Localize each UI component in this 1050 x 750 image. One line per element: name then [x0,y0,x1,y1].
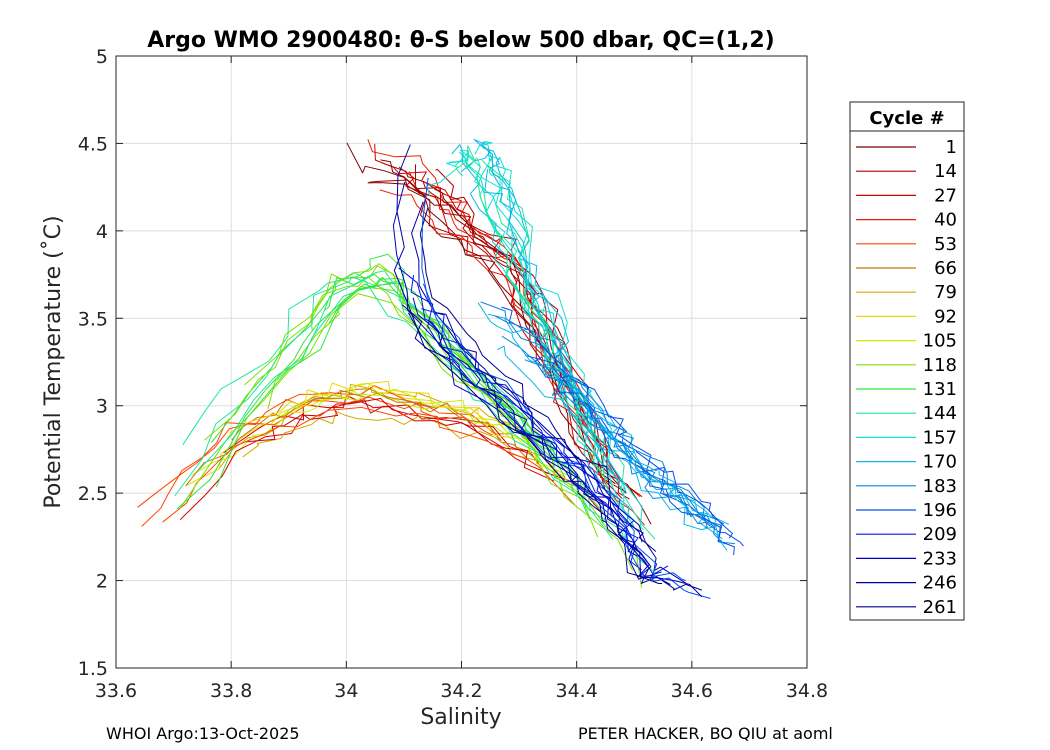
profile-line-cluster-5 [524,354,735,556]
x-tick-label: 34.6 [671,680,713,702]
profile-line-cluster-5 [487,313,730,525]
profile-line-cluster-4 [495,156,623,492]
legend-label: 27 [934,185,957,206]
profile-line-cluster-2 [219,384,529,468]
x-axis-label: Salinity [420,705,501,730]
y-tick-label: 1.5 [78,658,108,680]
profile-line-cluster-3 [267,293,599,538]
y-tick-label: 4.5 [78,133,108,155]
legend-label: 209 [923,524,957,545]
profile-line-cluster-2 [141,396,493,527]
profile-line-cluster-6 [411,201,687,584]
profile-line-cluster-5 [496,345,728,551]
profile-line-cluster-6 [421,308,669,575]
legend-label: 92 [934,306,957,327]
legend-entries: 1 14 27 40 53 66 79 92 105 118 131 144 157 170 183 196 2… [856,137,957,618]
legend-label: 1 [946,137,957,158]
y-tick-label: 2.5 [78,483,108,505]
footer-right: PETER HACKER, BO QIU at aoml [578,724,833,743]
legend-label: 66 [934,258,957,279]
profile-line-cluster-3 [174,276,590,520]
profile-line-cluster-5 [567,389,725,545]
y-tick-label: 3 [96,396,108,418]
legend-label: 53 [934,234,957,255]
x-tick-label: 34.2 [440,680,482,702]
x-tick-label: 34.4 [556,680,598,702]
legend-label: 40 [934,210,957,231]
legend-label: 131 [923,379,957,400]
profile-line-cluster-3 [204,264,550,444]
footer-left: WHOI Argo:13-Oct-2025 [106,724,300,743]
profile-line-cluster-3 [310,263,544,458]
y-tick-label: 2 [96,571,108,593]
profile-line-cluster-2 [245,399,555,482]
profile-line-cluster-2 [162,406,576,523]
plot-area: 33.6 33.8 34 34.2 34.4 34.6 34.8 1.5 2 2.5 3 3.5 4 4.… [78,46,828,702]
legend-label: 196 [923,500,957,521]
legend-label: 105 [923,331,957,352]
y-tick-label: 5 [96,46,108,68]
x-tick-label: 33.6 [95,680,137,702]
y-tick-label: 4 [96,221,108,243]
profile-line-cluster-5 [501,335,736,545]
profile-line-cluster-2 [242,410,540,462]
profile-line-cluster-5 [477,302,690,509]
profile-line-cluster-6 [407,312,703,591]
profile-line-cluster-4 [451,144,630,541]
profile-line-cluster-5 [551,354,733,539]
legend-title: Cycle # [869,108,944,129]
x-tick-label: 34 [334,680,358,702]
profile-line-cluster-2 [270,386,571,477]
chart-title: Argo WMO 2900480: θ-S below 500 dbar, QC… [147,28,775,53]
legend: Cycle # 1 14 27 40 53 66 79 92 105 118 131 144 157 17… [849,101,965,621]
legend-label: 118 [923,355,957,376]
profile-line-cluster-2 [185,389,530,487]
profile-line-cluster-2 [137,385,502,508]
profile-line-cluster-3 [182,272,546,457]
profile-line-cluster-6 [392,181,703,598]
profile-line-cluster-6 [435,312,643,543]
profile-line-cluster-6 [402,304,662,584]
profile-line-cluster-3 [324,253,541,441]
y-axis-label: Potential Temperature (˚C) [41,215,66,508]
x-tick-label: 34.8 [786,680,828,702]
profile-line-cluster-2 [185,380,534,486]
profile-line-cluster-3 [328,277,607,524]
legend-label: 170 [923,452,957,473]
profile-line-cluster-6 [421,177,711,599]
profile-line-cluster-5 [501,306,725,525]
profile-line-cluster-1 [380,159,627,494]
profile-line-cluster-4 [484,168,615,475]
legend-label: 14 [934,161,957,182]
legend-label: 144 [923,403,957,424]
legend-label: 246 [923,573,957,594]
profile-line-cluster-5 [569,374,717,526]
legend-label: 233 [923,548,957,569]
profile-line-cluster-5 [480,301,716,531]
profile-line-cluster-6 [427,319,671,586]
profile-line-cluster-1 [368,179,627,493]
profile-line-cluster-6 [419,206,657,552]
y-tick-label: 3.5 [78,308,108,330]
profile-line-cluster-2 [229,382,576,491]
data-series [137,138,744,599]
legend-label: 157 [923,427,957,448]
legend-label: 79 [934,282,957,303]
legend-label: 183 [923,476,957,497]
legend-label: 261 [923,597,957,618]
x-tick-label: 33.8 [210,680,252,702]
axis-ticks: 33.6 33.8 34 34.2 34.4 34.6 34.8 1.5 2 2.5 3 3.5 4 4.… [78,46,828,702]
